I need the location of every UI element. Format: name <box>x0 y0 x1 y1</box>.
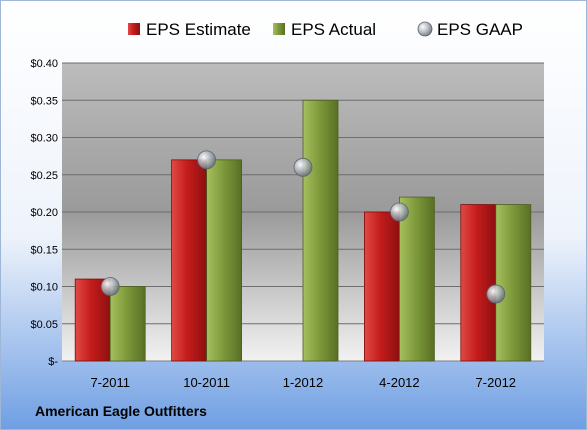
legend-label: EPS GAAP <box>437 20 523 39</box>
bar-eps-estimate <box>460 204 497 362</box>
legend-label: EPS Estimate <box>146 20 251 39</box>
y-tick-label: $0.15 <box>30 244 58 256</box>
y-tick-label: $- <box>48 356 58 368</box>
y-tick-label: $0.05 <box>30 319 58 331</box>
y-tick-label: $0.10 <box>30 282 58 294</box>
x-tick-label: 4-2012 <box>379 375 419 390</box>
bar-eps-actual <box>109 286 146 362</box>
y-tick-label: $0.40 <box>30 58 58 70</box>
bar-eps-actual <box>398 196 435 362</box>
legend-swatch-eps-actual <box>273 23 285 35</box>
bar-eps-actual <box>206 159 243 362</box>
marker-eps-gaap <box>100 277 120 296</box>
y-tick-label: $0.25 <box>30 170 58 182</box>
bar-eps-actual <box>302 99 339 362</box>
x-tick-label: 7-2012 <box>476 375 516 390</box>
x-tick-label: 10-2011 <box>183 375 230 390</box>
legend-label: EPS Actual <box>291 20 376 39</box>
x-tick-label: 1-2012 <box>283 375 323 390</box>
bar-eps-estimate <box>171 159 208 362</box>
x-tick-label: 7-2011 <box>90 375 130 390</box>
company-name: American Eagle Outfitters <box>35 403 207 419</box>
bar-eps-estimate <box>363 211 400 362</box>
marker-eps-gaap <box>486 284 506 304</box>
marker-eps-gaap <box>293 157 313 177</box>
y-tick-label: $0.20 <box>30 207 58 219</box>
y-tick-label: $0.35 <box>30 95 58 107</box>
marker-eps-gaap <box>197 150 217 170</box>
marker-eps-gaap <box>389 202 409 222</box>
legend-swatch-eps-estimate <box>128 23 140 35</box>
bar-eps-actual <box>495 204 532 362</box>
legend-swatch-eps-gaap <box>417 21 433 37</box>
y-tick-label: $0.30 <box>30 133 58 145</box>
